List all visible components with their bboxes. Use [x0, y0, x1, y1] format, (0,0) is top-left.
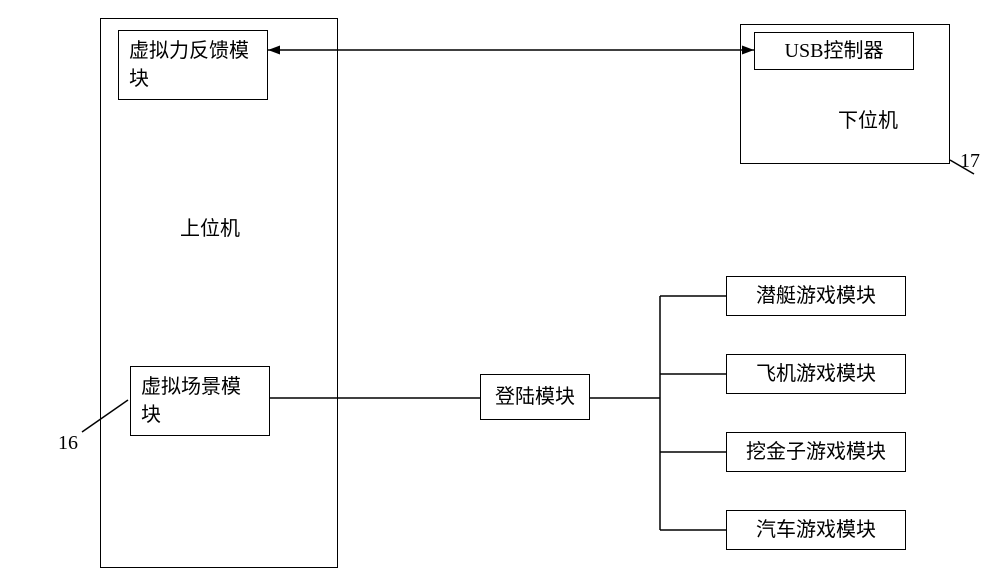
virtual-scene-module: 虚拟场景模块 — [130, 366, 270, 436]
usb-controller-box: USB控制器 — [754, 32, 914, 70]
gold-digging-game-module: 挖金子游戏模块 — [726, 432, 906, 472]
game4-label: 汽车游戏模块 — [756, 516, 876, 544]
upper-computer-box — [100, 18, 338, 568]
submarine-game-module: 潜艇游戏模块 — [726, 276, 906, 316]
scene-label: 虚拟场景模块 — [141, 373, 259, 429]
lower-computer-label: 下位机 — [838, 104, 898, 133]
game1-label: 潜艇游戏模块 — [756, 282, 876, 310]
usb-label: USB控制器 — [785, 37, 884, 65]
ref-16-label: 16 — [58, 432, 78, 455]
game3-label: 挖金子游戏模块 — [746, 438, 886, 466]
login-label: 登陆模块 — [495, 383, 575, 411]
login-module-box: 登陆模块 — [480, 374, 590, 420]
airplane-game-module: 飞机游戏模块 — [726, 354, 906, 394]
feedback-label: 虚拟力反馈模块 — [129, 37, 257, 93]
car-game-module: 汽车游戏模块 — [726, 510, 906, 550]
ref-17-label: 17 — [960, 150, 980, 173]
game2-label: 飞机游戏模块 — [756, 360, 876, 388]
upper-computer-label: 上位机 — [180, 212, 240, 241]
virtual-force-feedback-module: 虚拟力反馈模块 — [118, 30, 268, 100]
